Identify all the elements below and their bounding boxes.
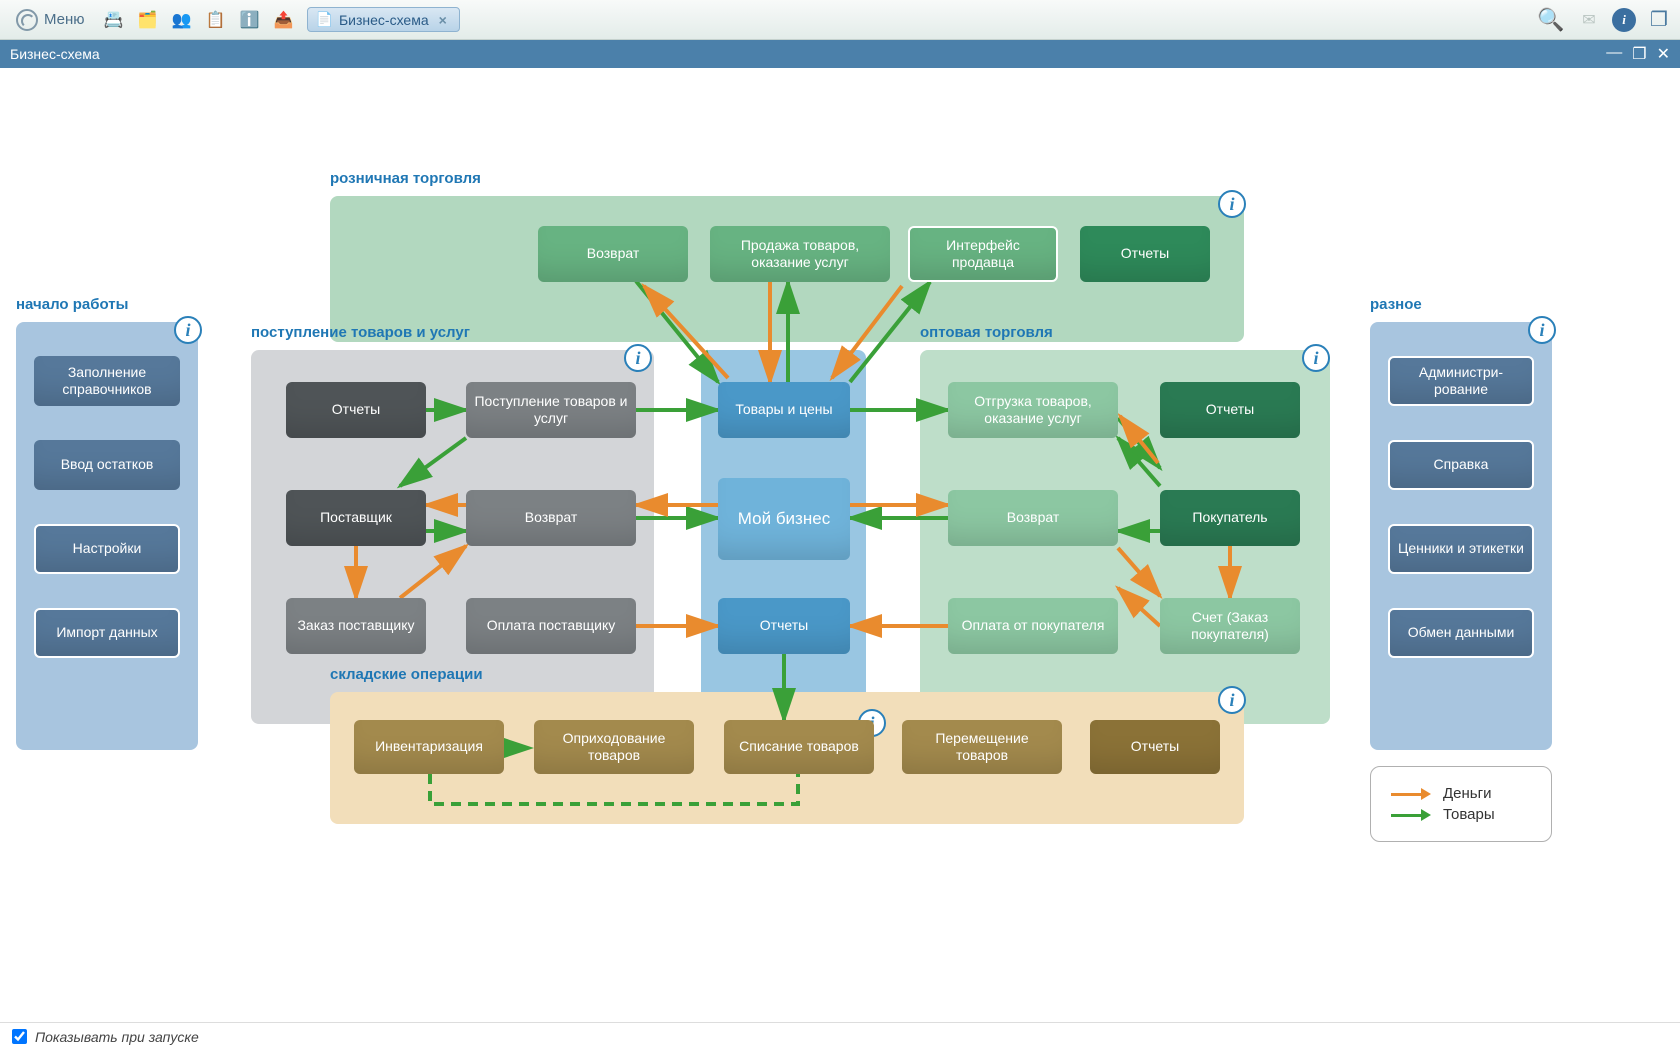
section-title-supply: поступление товаров и услуг [251,324,470,341]
node-m-admin[interactable]: Администри- рование [1388,356,1534,406]
close-icon[interactable]: ✕ [1657,44,1670,64]
diagram-canvas: начало работы розничная торговля поступлен… [0,68,1680,1022]
node-m-help[interactable]: Справка [1388,440,1534,490]
section-title-misc: разное [1370,296,1422,313]
mail-icon[interactable]: ✉ [1574,5,1604,35]
node-wh-ship[interactable]: Отгрузка товаров, оказание услуг [948,382,1118,438]
app-toolbar: Меню 📇 🗂️ 👥 📋 ℹ️ 📤 📄 Бизнес-схема × 🔍 ✉ … [0,0,1680,40]
node-c-reports[interactable]: Отчеты [718,598,850,654]
tab-close-icon[interactable]: × [435,12,451,28]
windows-icon[interactable]: ❐ [1644,5,1674,35]
info-icon-retail[interactable]: i [1218,190,1246,218]
node-ware-inv[interactable]: Инвентаризация [354,720,504,774]
legend-arrow-money-icon [1391,789,1431,799]
node-fill-ref[interactable]: Заполнение справочников [34,356,180,406]
node-ret-sale[interactable]: Продажа товаров, оказание услуг [710,226,890,282]
maximize-icon[interactable]: ❐ [1632,44,1646,64]
search-icon[interactable]: 🔍 [1536,5,1566,35]
node-ware-in[interactable]: Оприходование товаров [534,720,694,774]
node-import[interactable]: Импорт данных [34,608,180,658]
node-ware-rep[interactable]: Отчеты [1090,720,1220,774]
footer: Показывать при запуске [0,1022,1680,1050]
section-title-wholesale: оптовая торговля [920,324,1053,341]
node-sup-return[interactable]: Возврат [466,490,636,546]
window-titlebar: Бизнес-схема ― ❐ ✕ [0,40,1680,68]
toolbar-icon-1[interactable]: 📇 [99,5,129,35]
toolbar-icon-3[interactable]: 👥 [167,5,197,35]
toolbar-icon-4[interactable]: 📋 [201,5,231,35]
node-wh-payment[interactable]: Оплата от покупателя [948,598,1118,654]
node-m-exch[interactable]: Обмен данными [1388,608,1534,658]
node-settings[interactable]: Настройки [34,524,180,574]
section-title-start: начало работы [16,296,128,313]
legend: Деньги Товары [1370,766,1552,842]
node-wh-return[interactable]: Возврат [948,490,1118,546]
node-sup-reports[interactable]: Отчеты [286,382,426,438]
node-c-goods[interactable]: Товары и цены [718,382,850,438]
toolbar-icon-5[interactable]: ℹ️ [235,5,265,35]
node-m-tags[interactable]: Ценники и этикетки [1388,524,1534,574]
toolbar-icon-2[interactable]: 🗂️ [133,5,163,35]
menu-button[interactable]: Меню [6,5,95,35]
info-icon-supply[interactable]: i [624,344,652,372]
node-c-main[interactable]: Мой бизнес [718,478,850,560]
section-title-warehouse: складские операции [330,666,483,683]
section-title-retail: розничная торговля [330,170,481,187]
node-ret-return[interactable]: Возврат [538,226,688,282]
window-title: Бизнес-схема [10,46,100,62]
node-ret-reports[interactable]: Отчеты [1080,226,1210,282]
info-icon-wholesale[interactable]: i [1302,344,1330,372]
tab-icon: 📄 [316,11,333,28]
toolbar-right: 🔍 ✉ i ❐ [1536,5,1674,35]
node-wh-buyer[interactable]: Покупатель [1160,490,1300,546]
show-on-startup-label: Показывать при запуске [35,1029,199,1045]
menu-label: Меню [44,11,85,28]
node-sup-pay[interactable]: Оплата поставщику [466,598,636,654]
node-sup-order[interactable]: Заказ поставщику [286,598,426,654]
tab-business-scheme[interactable]: 📄 Бизнес-схема × [307,7,460,32]
info-icon-start[interactable]: i [174,316,202,344]
node-wh-invoice[interactable]: Счет (Заказ покупателя) [1160,598,1300,654]
legend-money: Деньги [1391,785,1531,802]
app-logo-icon [16,9,38,31]
node-ret-ui[interactable]: Интерфейс продавца [908,226,1058,282]
legend-arrow-goods-icon [1391,810,1431,820]
tab-label: Бизнес-схема [339,12,429,28]
node-ware-off[interactable]: Списание товаров [724,720,874,774]
node-sup-vendor[interactable]: Поставщик [286,490,426,546]
minimize-icon[interactable]: ― [1606,44,1622,64]
info-icon-misc[interactable]: i [1528,316,1556,344]
node-wh-reports[interactable]: Отчеты [1160,382,1300,438]
legend-goods: Товары [1391,806,1531,823]
show-on-startup-checkbox[interactable] [12,1029,27,1044]
node-balances[interactable]: Ввод остатков [34,440,180,490]
node-ware-move[interactable]: Перемещение товаров [902,720,1062,774]
info-icon[interactable]: i [1612,8,1636,32]
toolbar-icon-6[interactable]: 📤 [269,5,299,35]
info-icon-warehouse[interactable]: i [1218,686,1246,714]
window-controls: ― ❐ ✕ [1606,44,1670,64]
node-sup-in[interactable]: Поступление товаров и услуг [466,382,636,438]
